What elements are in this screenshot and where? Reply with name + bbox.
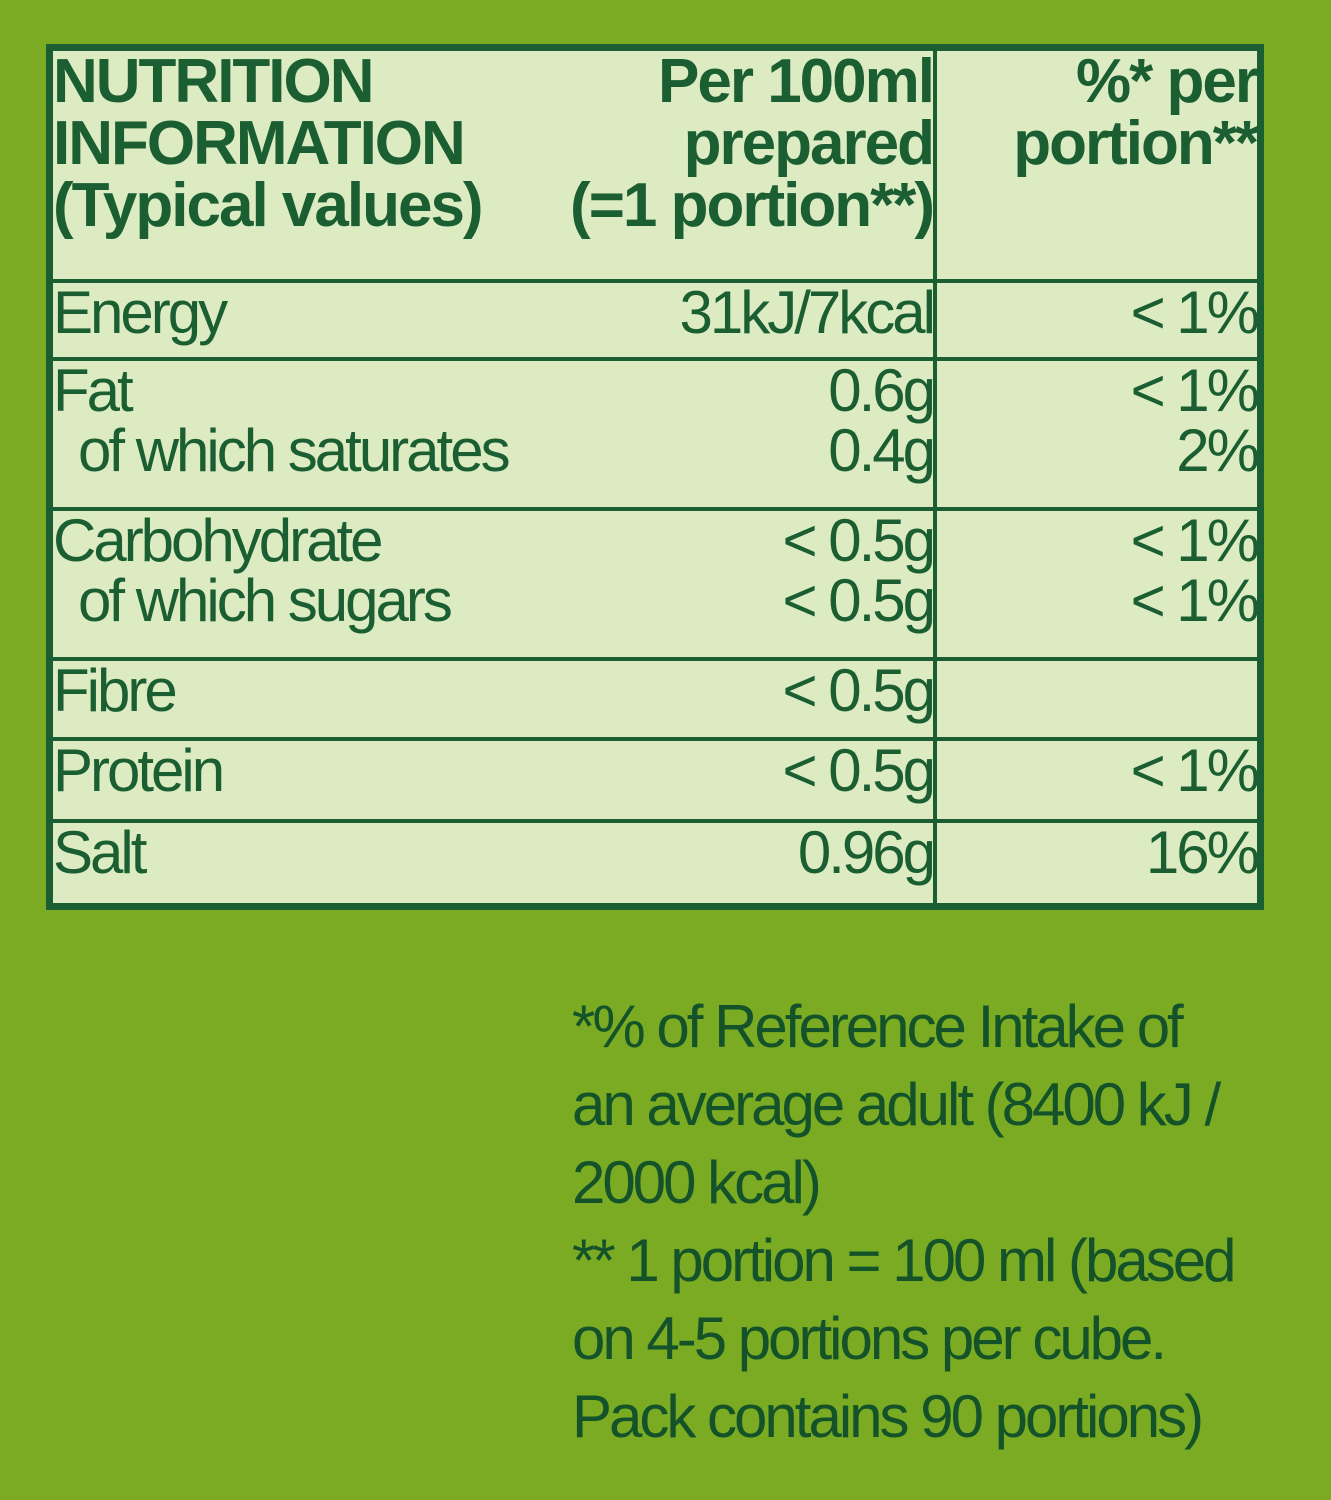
pct-value: < 1% <box>1130 279 1260 346</box>
per-100ml-value: < 0.5g < 0.5g <box>438 507 937 661</box>
pct-value: < 1% <box>1130 507 1260 574</box>
footnote-line: *% of Reference Intake of <box>572 993 1184 1060</box>
pct-value: < 1% <box>1130 737 1260 804</box>
table-row: Fibre < 0.5g <box>53 657 1257 741</box>
header-label-cell: NUTRITION INFORMATION (Typical values) <box>53 47 484 283</box>
per-value: < 0.5g <box>782 507 937 574</box>
footnote-line: 2000 kcal) <box>572 1149 822 1216</box>
header-per-cell: Per 100ml prepared (=1 portion**) <box>438 47 935 283</box>
footnote: *% of Reference Intake of an average adu… <box>572 988 1312 1456</box>
table-row: Energy 31kJ/7kcal < 1% <box>53 279 1260 361</box>
header-per-line: (=1 portion**) <box>570 171 935 240</box>
pct-value: 16% <box>1145 819 1260 886</box>
per-value: < 0.5g <box>782 657 937 724</box>
header-label-line: (Typical values) <box>53 171 484 240</box>
header-label-line: NUTRITION <box>53 47 375 116</box>
per-value: < 0.5g <box>782 567 937 634</box>
per-100ml-value: < 0.5g <box>438 657 937 741</box>
nutrient-label: Carbohydrate of which sugars <box>53 507 453 661</box>
nutrient-name: Fibre <box>53 657 178 724</box>
header-per-line: prepared <box>683 109 935 178</box>
header-pct-line: %* per <box>1076 47 1259 116</box>
per-100ml-value: 0.6g 0.4g <box>438 357 936 511</box>
table-row: Protein < 0.5g < 1% <box>53 737 1260 823</box>
nutrient-subname: of which saturates <box>78 417 511 484</box>
per-value: 31kJ/7kcal <box>679 279 936 346</box>
per-value: < 0.5g <box>782 737 937 804</box>
nutrition-table: NUTRITION INFORMATION (Typical values) P… <box>46 44 1264 910</box>
percent-portion-value: < 1% < 1% <box>933 507 1260 661</box>
percent-portion-value: < 1% <box>933 737 1260 823</box>
table-row: Carbohydrate of which sugars < 0.5g < 0.… <box>53 507 1260 661</box>
per-value: 0.4g <box>828 417 936 484</box>
pct-value: < 1% <box>1130 567 1260 634</box>
table-row: Salt 0.96g 16% <box>53 819 1260 903</box>
nutrient-label: Fibre <box>53 657 438 741</box>
pct-value: < 1% <box>1130 357 1260 424</box>
per-value: 0.96g <box>797 819 936 886</box>
nutrient-name: Carbohydrate <box>53 507 384 574</box>
nutrient-subname: of which sugars <box>78 567 453 634</box>
header-label-line: INFORMATION <box>53 109 466 178</box>
nutrition-grid: NUTRITION INFORMATION (Typical values) P… <box>53 47 1260 903</box>
footnote-line: Pack contains 90 portions) <box>572 1383 1204 1450</box>
pct-value: 2% <box>1176 417 1260 484</box>
nutrient-label: Fat of which saturates <box>53 357 511 511</box>
header-per-line: Per 100ml <box>658 47 935 116</box>
header-pct-cell: %* per portion** <box>933 47 1259 283</box>
nutrient-label: Protein <box>53 737 438 823</box>
per-value: 0.6g <box>828 357 936 424</box>
percent-portion-value: < 1% 2% <box>933 357 1260 511</box>
footnote-line: ** 1 portion = 100 ml (based <box>572 1227 1236 1294</box>
header-pct-line: portion** <box>1013 109 1259 178</box>
nutrient-name: Energy <box>53 279 228 346</box>
nutrient-label: Energy <box>53 279 438 361</box>
table-row: Fat of which saturates 0.6g 0.4g < 1% 2% <box>53 357 1260 511</box>
nutrient-name: Salt <box>53 819 147 886</box>
percent-portion-value <box>933 659 1257 741</box>
nutrient-label: Salt <box>53 821 438 903</box>
per-100ml-value: 31kJ/7kcal <box>438 279 936 361</box>
nutrient-name: Protein <box>53 737 225 804</box>
footnote-line: an average adult (8400 kJ / <box>572 1071 1221 1138</box>
per-100ml-value: < 0.5g <box>438 737 937 823</box>
nutrient-name: Fat <box>53 357 134 424</box>
per-100ml-value: 0.96g <box>438 819 936 903</box>
header-row: NUTRITION INFORMATION (Typical values) P… <box>53 47 1259 283</box>
footnote-line: on 4-5 portions per cube. <box>572 1305 1167 1372</box>
percent-portion-value: 16% <box>933 819 1260 903</box>
percent-portion-value: < 1% <box>933 279 1260 361</box>
